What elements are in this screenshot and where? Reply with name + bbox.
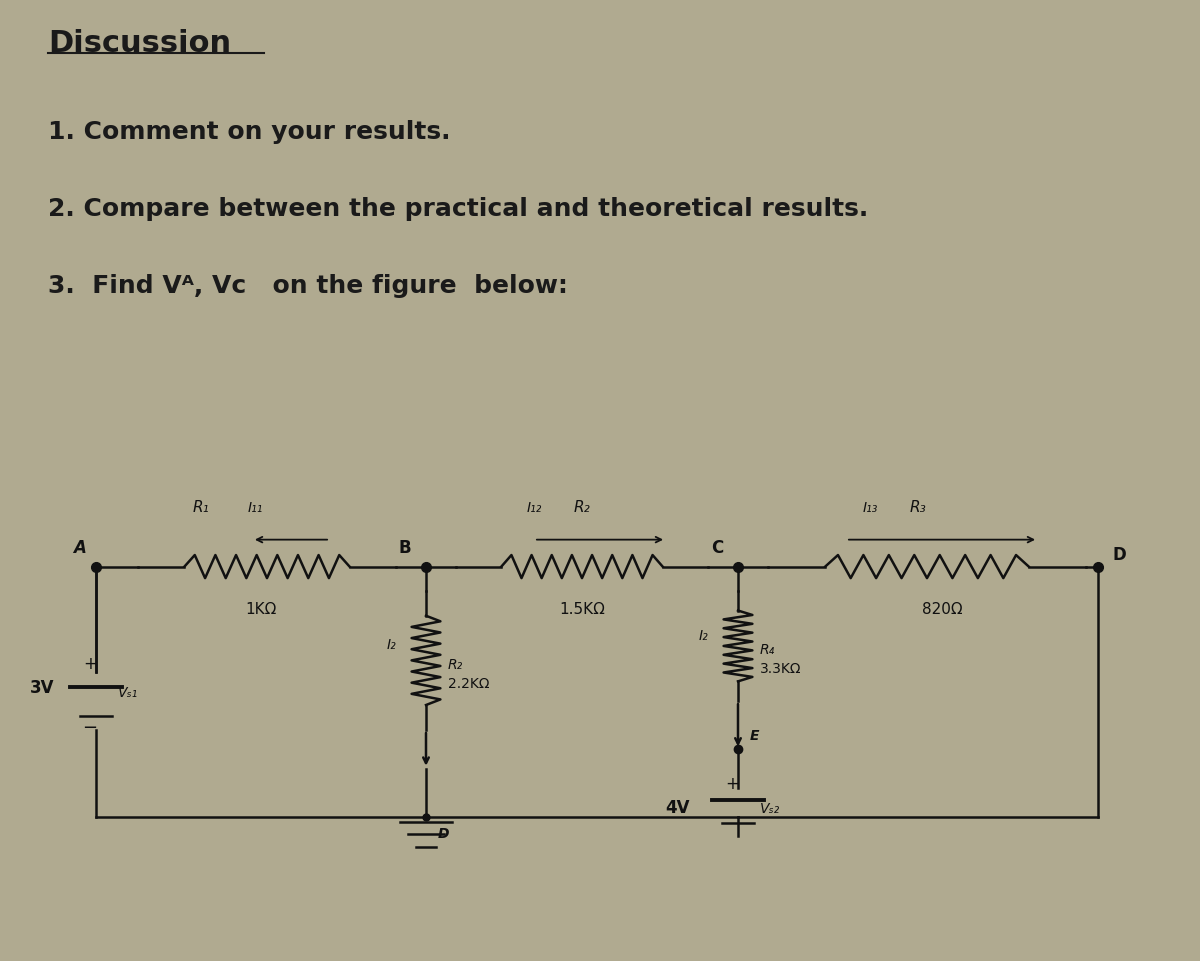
Text: 3.  Find Vᴬ, Vᴄ   on the figure  below:: 3. Find Vᴬ, Vᴄ on the figure below: — [48, 274, 568, 298]
Text: R₂: R₂ — [574, 500, 590, 514]
Text: 3V: 3V — [30, 678, 54, 696]
Text: 1. Comment on your results.: 1. Comment on your results. — [48, 120, 450, 144]
Text: A: A — [73, 538, 86, 556]
Text: I₁₂: I₁₂ — [527, 501, 541, 514]
Text: 1KΩ: 1KΩ — [245, 602, 277, 616]
Text: I₂: I₂ — [698, 628, 708, 642]
Text: I₁₁: I₁₁ — [247, 501, 263, 514]
Text: R₁: R₁ — [193, 500, 209, 514]
Text: E: E — [750, 727, 760, 742]
Text: 2.2KΩ: 2.2KΩ — [448, 677, 490, 690]
Text: +: + — [83, 653, 97, 672]
Text: +: + — [725, 774, 739, 792]
Text: I₁₃: I₁₃ — [863, 501, 877, 514]
Text: 820Ω: 820Ω — [922, 602, 962, 616]
Text: D: D — [438, 826, 450, 841]
Text: Discussion: Discussion — [48, 29, 232, 58]
Text: R₄: R₄ — [760, 643, 775, 656]
Text: −: − — [83, 718, 97, 736]
Text: 3.3KΩ: 3.3KΩ — [760, 662, 802, 676]
Text: C: C — [712, 538, 724, 556]
Text: 4V: 4V — [666, 798, 690, 816]
Text: I₂: I₂ — [386, 638, 396, 652]
Text: Vₛ₂: Vₛ₂ — [760, 801, 780, 815]
Text: Vₛ₁: Vₛ₁ — [118, 686, 138, 700]
Text: 1.5KΩ: 1.5KΩ — [559, 602, 605, 616]
Text: D: D — [1112, 545, 1126, 563]
Text: B: B — [398, 538, 412, 556]
Text: R₃: R₃ — [910, 500, 926, 514]
Text: 2. Compare between the practical and theoretical results.: 2. Compare between the practical and the… — [48, 197, 869, 221]
Text: R₂: R₂ — [448, 657, 463, 671]
